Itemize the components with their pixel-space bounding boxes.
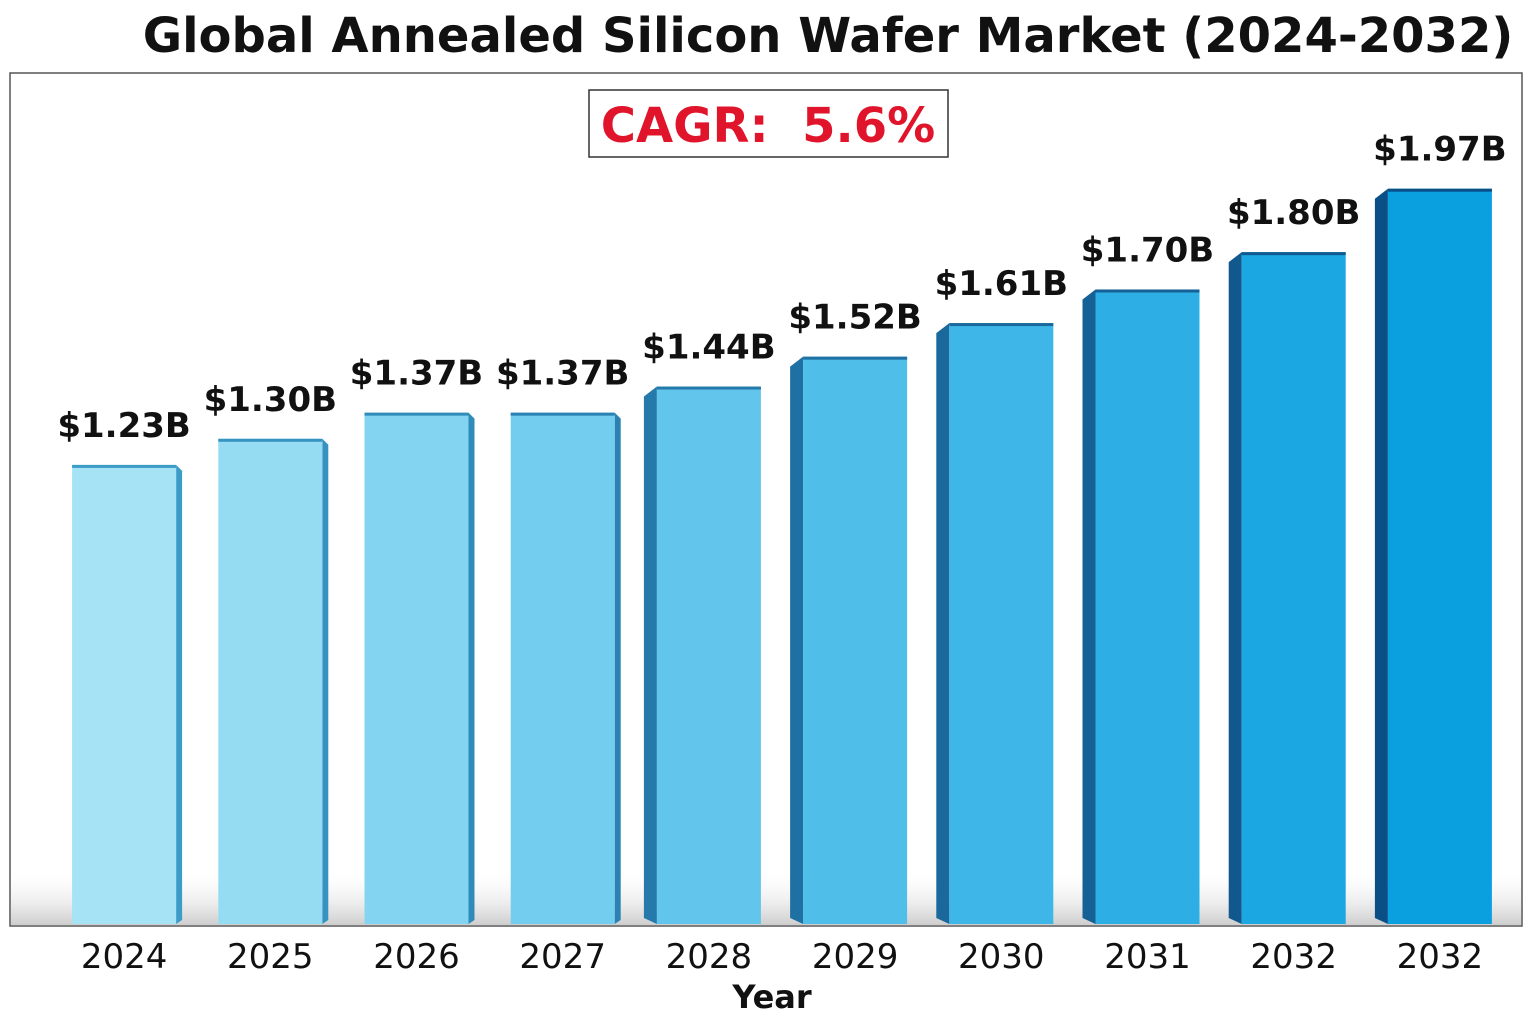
bar-side-face (643, 386, 657, 924)
cagr-label: CAGR: 5.6% (601, 98, 935, 154)
bar-side-face (936, 323, 950, 924)
bar-2032 (1228, 252, 1346, 924)
x-axis-title: Year (731, 978, 812, 1016)
bar-value-label: $1.97B (1373, 130, 1506, 170)
x-tick-label: 2028 (666, 937, 753, 977)
cagr-annotation: CAGR: 5.6% (588, 89, 949, 158)
bar-front-face (510, 412, 615, 924)
bar-2030 (936, 323, 1054, 924)
bar-value-label: $1.61B (935, 264, 1068, 304)
bar-2025 (218, 438, 329, 924)
bar-2029 (790, 356, 908, 925)
bar-top-edge (656, 386, 761, 390)
value-labels-layer: $1.23B $1.30B $1.37B $1.37B $1.44B $1.52B $1.6… (57, 130, 1506, 446)
bar-side-face (176, 464, 183, 924)
bar-side-face (1228, 252, 1242, 924)
bar-front-face (364, 412, 469, 924)
bar-front-face (72, 464, 177, 924)
x-tick-label: 2032 (1397, 937, 1484, 977)
bar-front-face (1095, 289, 1200, 925)
bar-2031 (1082, 289, 1200, 925)
bar-front-face (1387, 188, 1492, 924)
bar-top-edge (364, 412, 469, 416)
bar-top-edge (218, 438, 323, 442)
bar-value-label: $1.80B (1227, 193, 1360, 233)
x-tick-label: 2030 (958, 937, 1045, 977)
bar-side-face (614, 412, 621, 924)
bar-top-edge (72, 464, 177, 468)
bar-side-face (322, 438, 329, 924)
bar-value-label: $1.37B (496, 354, 629, 394)
bar-2027 (510, 412, 621, 924)
bar-value-label: $1.52B (788, 298, 921, 338)
x-tick-label: 2026 (373, 937, 460, 977)
bar-value-label: $1.70B (1081, 230, 1214, 270)
bar-side-face (468, 412, 475, 924)
bar-2026 (364, 412, 475, 924)
bar-front-face (1241, 252, 1346, 924)
bar-front-face (803, 356, 908, 925)
bar-front-face (949, 323, 1054, 924)
bar-value-label: $1.30B (204, 380, 337, 420)
bar-2024 (72, 464, 183, 924)
bar-top-edge (510, 412, 615, 416)
x-tick-label: 2025 (227, 937, 314, 977)
bar-front-face (656, 386, 761, 924)
bar-front-face (218, 438, 323, 924)
bar-top-edge (1387, 188, 1492, 192)
x-tick-labels-layer: 2024 2025 2026 2027 2028 2029 2030 2031 2032 2032 (81, 937, 1483, 977)
bar-side-face (1374, 188, 1388, 924)
bar-side-face (790, 356, 804, 925)
bar-top-edge (1095, 289, 1200, 293)
bar-value-label: $1.23B (57, 406, 190, 446)
cagr-box (588, 89, 949, 158)
bar-top-edge (1241, 252, 1346, 256)
bar-2032 (1374, 188, 1492, 924)
bar-value-label: $1.37B (350, 354, 483, 394)
x-tick-label: 2029 (812, 937, 899, 977)
x-tick-label: 2031 (1104, 937, 1191, 977)
bar-top-edge (803, 356, 908, 360)
chart-title: Global Annealed Silicon Wafer Market (20… (142, 8, 1514, 64)
x-tick-label: 2027 (519, 937, 606, 977)
bar-value-label: $1.44B (642, 328, 775, 368)
bar-top-edge (949, 323, 1054, 327)
bar-2028 (643, 386, 761, 924)
bars-layer (72, 188, 1492, 925)
x-tick-label: 2024 (81, 937, 168, 977)
x-tick-label: 2032 (1250, 937, 1337, 977)
bar-side-face (1082, 289, 1096, 925)
